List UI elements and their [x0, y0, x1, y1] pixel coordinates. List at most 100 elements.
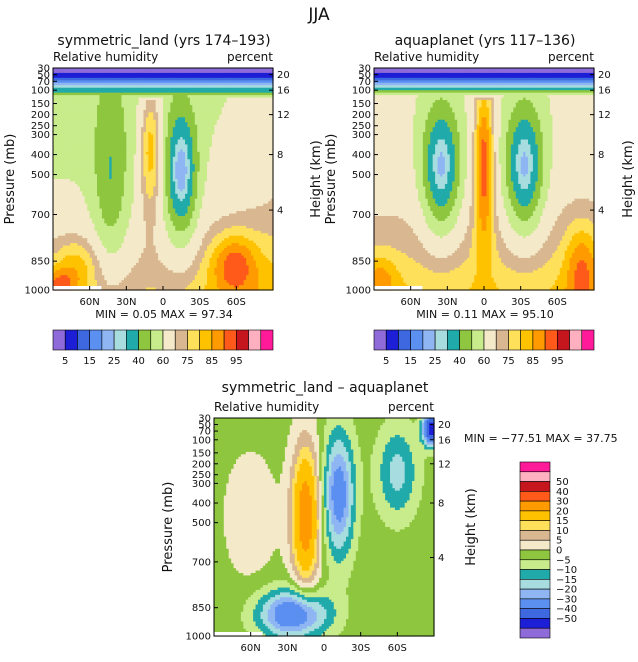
- contour-cell: [248, 90, 252, 94]
- contour-cell: [221, 114, 225, 118]
- contour-cell: [55, 144, 59, 148]
- contour-cell: [92, 97, 96, 101]
- contour-cell: [123, 82, 127, 86]
- contour-cell: [258, 151, 262, 155]
- contour-cell: [197, 75, 201, 79]
- contour-cell: [84, 90, 88, 94]
- contour-cell: [253, 161, 257, 165]
- contour-cell: [214, 137, 218, 141]
- contour-cell: [194, 134, 198, 138]
- contour-cell: [143, 77, 147, 81]
- contour-cell: [72, 68, 76, 72]
- contour-cell: [199, 112, 203, 116]
- contour-cell: [99, 154, 103, 158]
- contour-cell: [150, 164, 154, 168]
- contour-cell: [219, 119, 223, 123]
- contour-cell: [109, 87, 113, 91]
- contour-cell: [231, 95, 235, 99]
- contour-cell: [197, 82, 201, 86]
- contour-cell: [221, 72, 225, 76]
- contour-cell: [119, 134, 123, 138]
- contour-cell: [175, 156, 179, 160]
- contour-cell: [255, 109, 259, 113]
- contour-cell: [219, 154, 223, 158]
- contour-cell: [106, 146, 110, 150]
- contour-cell: [109, 70, 113, 74]
- contour-cell: [197, 137, 201, 141]
- contour-cell: [263, 164, 267, 168]
- contour-cell: [75, 102, 79, 106]
- contour-cell: [138, 122, 142, 126]
- contour-cell: [233, 75, 237, 79]
- contour-cell: [65, 164, 69, 168]
- contour-cell: [145, 142, 149, 146]
- contour-cell: [67, 164, 71, 168]
- contour-cell: [177, 132, 181, 136]
- contour-cell: [246, 146, 250, 150]
- contour-cell: [87, 102, 91, 106]
- contour-cell: [62, 124, 66, 128]
- contour-cell: [233, 149, 237, 153]
- contour-cell: [172, 142, 176, 146]
- contour-cell: [241, 127, 245, 131]
- contour-cell: [126, 105, 130, 109]
- contour-cell: [197, 68, 201, 72]
- contour-cell: [172, 77, 176, 81]
- contour-cell: [260, 154, 264, 158]
- contour-cell: [187, 107, 191, 111]
- contour-cell: [192, 127, 196, 131]
- contour-cell: [123, 146, 127, 150]
- contour-cell: [99, 97, 103, 101]
- contour-cell: [209, 100, 213, 104]
- contour-cell: [60, 127, 64, 131]
- contour-cell: [229, 149, 233, 153]
- contour-cell: [121, 127, 125, 131]
- contour-cell: [248, 161, 252, 165]
- contour-cell: [221, 149, 225, 153]
- contour-cell: [197, 127, 201, 131]
- contour-cell: [111, 154, 115, 158]
- contour-cell: [209, 144, 213, 148]
- contour-cell: [60, 159, 64, 163]
- contour-cell: [177, 124, 181, 128]
- contour-cell: [202, 124, 206, 128]
- contour-cell: [236, 102, 240, 106]
- contour-cell: [106, 97, 110, 101]
- contour-cell: [238, 70, 242, 74]
- contour-cell: [246, 100, 250, 104]
- contour-cell: [109, 132, 113, 136]
- contour-cell: [116, 97, 120, 101]
- contour-cell: [160, 124, 164, 128]
- contour-cell: [219, 92, 223, 96]
- contour-cell: [84, 102, 88, 106]
- contour-cell: [155, 117, 159, 121]
- contour-cell: [106, 117, 110, 121]
- contour-cell: [270, 95, 274, 99]
- contour-cell: [204, 137, 208, 141]
- contour-cell: [136, 146, 140, 150]
- contour-cell: [111, 95, 115, 99]
- contour-cell: [236, 109, 240, 113]
- contour-cell: [92, 127, 96, 131]
- contour-cell: [114, 70, 118, 74]
- contour-cell: [65, 95, 69, 99]
- contour-cell: [62, 80, 66, 84]
- contour-cell: [158, 139, 162, 143]
- contour-cell: [170, 151, 174, 155]
- contour-cell: [177, 97, 181, 101]
- contour-cell: [180, 122, 184, 126]
- contour-cell: [182, 144, 186, 148]
- contour-cell: [167, 107, 171, 111]
- contour-cell: [172, 85, 176, 89]
- contour-cell: [143, 82, 147, 86]
- contour-cell: [121, 68, 125, 72]
- contour-cell: [143, 151, 147, 155]
- contour-cell: [101, 85, 105, 89]
- contour-cell: [111, 102, 115, 106]
- contour-cell: [136, 100, 140, 104]
- contour-cell: [133, 75, 137, 79]
- contour-cell: [114, 154, 118, 158]
- contour-cell: [84, 105, 88, 109]
- contour-cell: [99, 107, 103, 111]
- contour-cell: [119, 72, 123, 76]
